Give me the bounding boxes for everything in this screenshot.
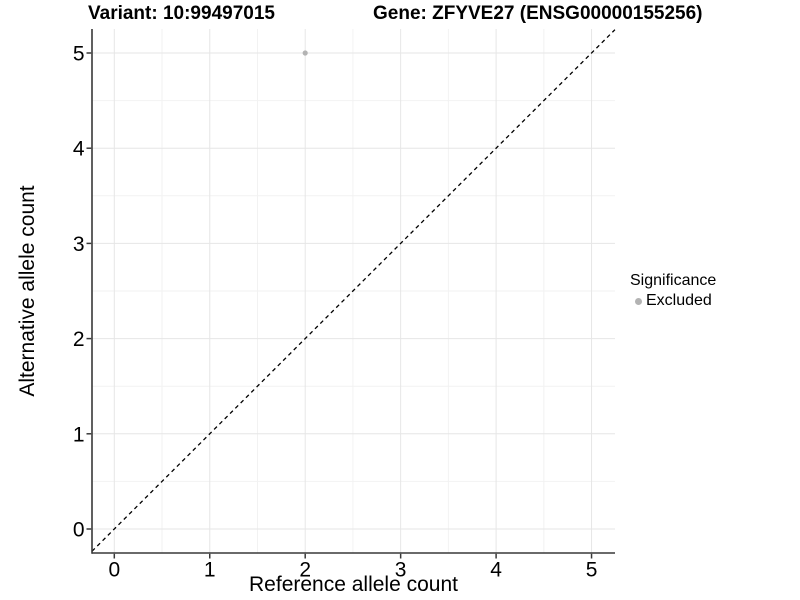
x-tick-label: 5	[586, 559, 598, 582]
plot-title-gene: Gene: ZFYVE27 (ENSG00000155256)	[373, 3, 703, 24]
y-tick-label: 4	[73, 138, 85, 161]
legend: Significance Excluded	[630, 271, 716, 310]
x-tick-label: 4	[490, 559, 502, 582]
legend-item-excluded: Excluded	[630, 292, 716, 310]
y-tick-label: 5	[73, 43, 85, 66]
x-tick-label: 3	[395, 559, 407, 582]
y-tick-label: 1	[73, 423, 85, 446]
identity-dashed-line	[91, 29, 616, 552]
plot-title-variant: Variant: 10:99497015	[88, 3, 275, 24]
x-tick-label: 0	[108, 559, 120, 582]
y-tick-label: 0	[73, 519, 85, 542]
y-tick-label: 2	[73, 328, 85, 351]
y-axis-title: Alternative allele count	[16, 185, 39, 397]
legend-title: Significance	[630, 272, 717, 289]
legend-item-label: Excluded	[646, 292, 712, 309]
x-tick-label: 1	[204, 559, 216, 582]
x-tick-label: 2	[299, 559, 311, 582]
data-point	[302, 50, 308, 56]
excluded-point-icon	[635, 297, 642, 305]
y-tick-label: 3	[73, 233, 85, 256]
x-axis-title: Reference allele count	[249, 573, 458, 596]
